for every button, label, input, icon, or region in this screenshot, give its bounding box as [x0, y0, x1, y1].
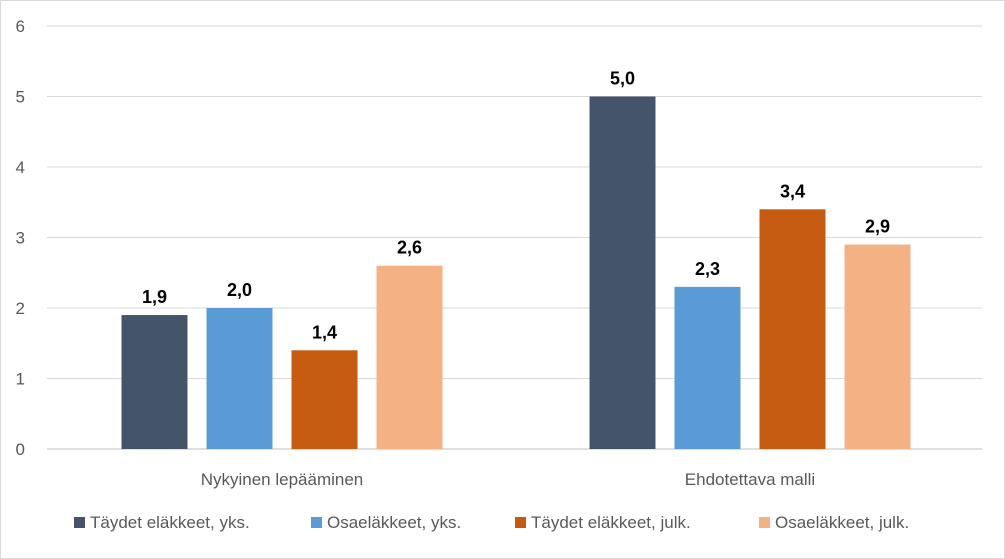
y-tick-label: 1 [16, 370, 25, 389]
legend: Täydet eläkkeet, yks. Osaeläkkeet, yks. Tä… [74, 513, 909, 532]
gridlines [47, 25, 982, 450]
y-tick-label: 5 [16, 88, 25, 107]
bar [121, 315, 188, 449]
bar [589, 96, 656, 449]
data-label: 5,0 [610, 69, 635, 89]
category-label: Nykyinen lepääminen [201, 470, 364, 489]
bar [674, 286, 741, 449]
legend-label: Osaeläkkeet, julk. [775, 513, 909, 532]
legend-label: Täydet eläkkeet, julk. [531, 513, 691, 532]
bar [844, 244, 911, 449]
data-label: 1,4 [312, 322, 337, 342]
bar [759, 209, 826, 449]
legend-label: Osaeläkkeet, yks. [327, 513, 461, 532]
legend-swatch [74, 517, 85, 528]
bars [121, 96, 911, 449]
bar [206, 308, 273, 449]
y-axis-ticks: 0 1 2 3 4 5 6 [16, 17, 25, 459]
y-tick-label: 4 [16, 158, 25, 177]
y-tick-label: 2 [16, 299, 25, 318]
bar [291, 350, 358, 449]
category-label: Ehdotettava malli [685, 470, 815, 489]
data-label: 2,9 [865, 217, 890, 237]
y-tick-label: 0 [16, 440, 25, 459]
legend-swatch [311, 517, 322, 528]
bar [376, 265, 443, 449]
x-axis-categories: Nykyinen lepääminen Ehdotettava malli [201, 470, 815, 489]
y-tick-label: 6 [16, 17, 25, 36]
data-label: 2,6 [397, 238, 422, 258]
data-label: 1,9 [142, 287, 167, 307]
legend-swatch [759, 517, 770, 528]
data-label: 2,0 [227, 280, 252, 300]
data-labels: 1,9 5,0 2,0 2,3 1,4 3,4 2,6 2,9 [142, 69, 890, 343]
data-label: 2,3 [695, 259, 720, 279]
y-tick-label: 3 [16, 229, 25, 248]
legend-swatch [515, 517, 526, 528]
data-label: 3,4 [780, 181, 805, 201]
legend-label: Täydet eläkkeet, yks. [90, 513, 250, 532]
